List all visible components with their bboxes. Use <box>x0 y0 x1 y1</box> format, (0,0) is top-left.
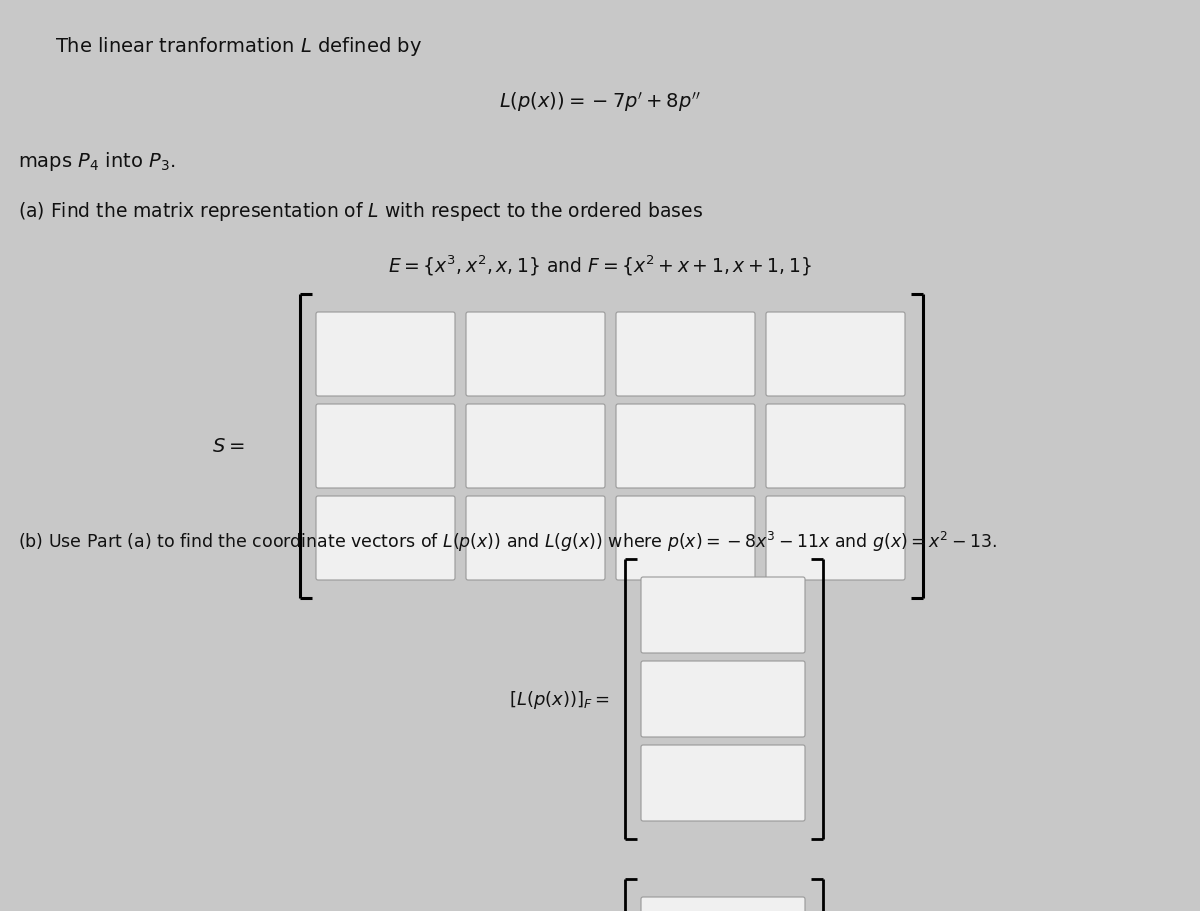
Text: $S =$: $S =$ <box>212 437 245 456</box>
Text: (a) Find the matrix representation of $L$ with respect to the ordered bases: (a) Find the matrix representation of $L… <box>18 200 703 223</box>
FancyBboxPatch shape <box>641 897 805 911</box>
FancyBboxPatch shape <box>316 312 455 396</box>
FancyBboxPatch shape <box>766 404 905 488</box>
Text: $E = \{x^3, x^2, x, 1\}$ and $F = \{x^2 + x + 1, x + 1, 1\}$: $E = \{x^3, x^2, x, 1\}$ and $F = \{x^2 … <box>388 252 812 277</box>
FancyBboxPatch shape <box>641 661 805 737</box>
FancyBboxPatch shape <box>616 496 755 580</box>
FancyBboxPatch shape <box>616 312 755 396</box>
Text: (b) Use Part (a) to find the coordinate vectors of $L(p(x))$ and $L(g(x))$ where: (b) Use Part (a) to find the coordinate … <box>18 529 997 554</box>
FancyBboxPatch shape <box>641 578 805 653</box>
FancyBboxPatch shape <box>466 312 605 396</box>
Text: The linear tranformation $L$ defined by: The linear tranformation $L$ defined by <box>55 35 422 58</box>
FancyBboxPatch shape <box>616 404 755 488</box>
FancyBboxPatch shape <box>766 312 905 396</box>
FancyBboxPatch shape <box>316 496 455 580</box>
FancyBboxPatch shape <box>466 404 605 488</box>
FancyBboxPatch shape <box>766 496 905 580</box>
Text: $[L(p(x))]_F =$: $[L(p(x))]_F =$ <box>509 688 610 711</box>
FancyBboxPatch shape <box>316 404 455 488</box>
FancyBboxPatch shape <box>641 745 805 821</box>
FancyBboxPatch shape <box>466 496 605 580</box>
Text: $L(p(x)) = -7p' + 8p''$: $L(p(x)) = -7p' + 8p''$ <box>499 90 701 114</box>
Text: maps $P_4$ into $P_3$.: maps $P_4$ into $P_3$. <box>18 149 175 173</box>
